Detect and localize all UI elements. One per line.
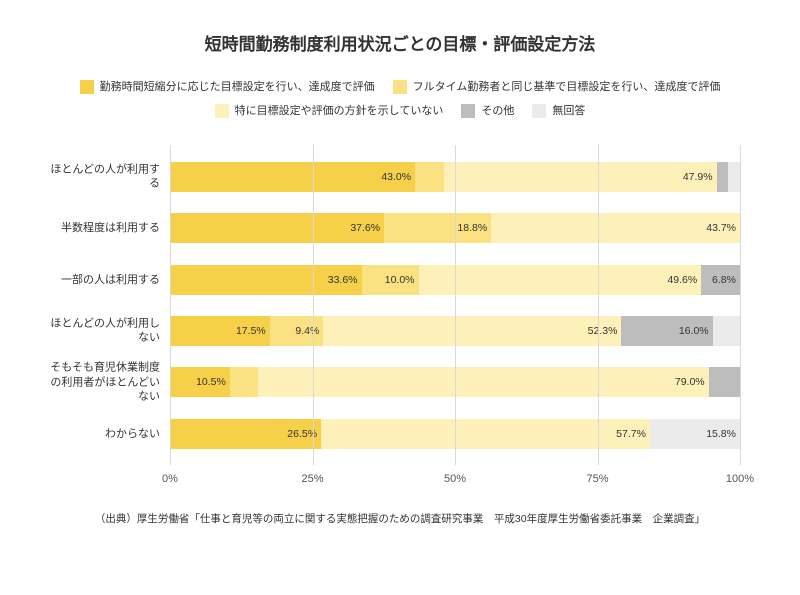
gridline [455, 145, 456, 465]
gridline [313, 145, 314, 465]
segment-label: 10.5% [196, 376, 226, 388]
bar-segment [415, 162, 444, 192]
segment-label: 47.9% [683, 171, 713, 183]
bar-segment [709, 367, 740, 397]
plot: ほとんどの人が利用する43.0%47.9%半数程度は利用する37.6%18.8%… [170, 145, 740, 465]
bar-segment: 43.7% [491, 213, 740, 243]
segment-label: 33.6% [328, 274, 358, 286]
legend-swatch [461, 104, 475, 118]
bar-segment [717, 162, 728, 192]
source-citation: （出典）厚生労働省「仕事と育児等の両立に関する実態把握のための調査研究事業 平成… [40, 511, 760, 526]
legend-label: その他 [481, 99, 514, 123]
segment-label: 43.0% [381, 171, 411, 183]
axis-tick: 75% [586, 473, 608, 485]
segment-label: 57.7% [616, 428, 646, 440]
segment-label: 9.4% [295, 325, 319, 337]
row-label: 半数程度は利用する [40, 221, 170, 235]
bar-segment: 18.8% [384, 213, 491, 243]
segment-label: 10.0% [385, 274, 415, 286]
segment-label: 17.5% [236, 325, 266, 337]
legend-item: 無回答 [532, 99, 585, 123]
segment-label: 16.0% [679, 325, 709, 337]
axis-tick: 25% [301, 473, 323, 485]
row-label: わからない [40, 427, 170, 441]
gridline [170, 145, 171, 465]
row-label: そもそも育児休業制度の利用者がほとんどいない [40, 361, 170, 404]
bar-segment [728, 162, 740, 192]
bar-segment: 15.8% [650, 419, 740, 449]
segment-label: 15.8% [706, 428, 736, 440]
row-label: ほとんどの人が利用しない [40, 317, 170, 346]
legend-label: フルタイム勤務者と同じ基準で目標設定を行い、達成度で評価 [413, 75, 721, 99]
legend-label: 勤務時間短縮分に応じた目標設定を行い、達成度で評価 [100, 75, 375, 99]
bar-segment: 16.0% [621, 316, 712, 346]
bar-segment: 10.0% [362, 265, 419, 295]
bar-segment: 57.7% [321, 419, 650, 449]
bar-segment: 26.5% [170, 419, 321, 449]
legend: 勤務時間短縮分に応じた目標設定を行い、達成度で評価 フルタイム勤務者と同じ基準で目… [40, 75, 760, 123]
bar-segment: 43.0% [170, 162, 415, 192]
legend-label: 無回答 [552, 99, 585, 123]
axis-tick: 50% [444, 473, 466, 485]
legend-swatch [80, 80, 94, 94]
gridline [598, 145, 599, 465]
segment-label: 49.6% [667, 274, 697, 286]
segment-label: 43.7% [706, 222, 736, 234]
bar-segment: 33.6% [170, 265, 362, 295]
chart-area: ほとんどの人が利用する 43.0% 47.9% 半数程度は利用する 37.6% 18.8%… [40, 145, 760, 493]
x-axis: 0%25%50%75%100% [170, 469, 740, 493]
legend-item: 勤務時間短縮分に応じた目標設定を行い、達成度で評価 [80, 75, 375, 99]
bar-segment [230, 367, 259, 397]
segment-label: 6.8% [712, 274, 736, 286]
bar-segment: 6.8% [701, 265, 740, 295]
legend-item: 特に目標設定や評価の方針を示していない [215, 99, 444, 123]
legend-item: フルタイム勤務者と同じ基準で目標設定を行い、達成度で評価 [393, 75, 721, 99]
legend-swatch [215, 104, 229, 118]
legend-swatch [393, 80, 407, 94]
bar-segment: 37.6% [170, 213, 384, 243]
row-label: 一部の人は利用する [40, 273, 170, 287]
segment-label: 52.3% [588, 325, 618, 337]
bar-segment: 47.9% [444, 162, 717, 192]
legend-item: その他 [461, 99, 514, 123]
bar-segment: 17.5% [170, 316, 270, 346]
bar-segment: 49.6% [419, 265, 702, 295]
bar-segment: 79.0% [258, 367, 708, 397]
segment-label: 37.6% [350, 222, 380, 234]
axis-tick: 0% [162, 473, 178, 485]
bar-segment [713, 316, 740, 346]
row-label: ほとんどの人が利用する [40, 163, 170, 192]
legend-label: 特に目標設定や評価の方針を示していない [235, 99, 444, 123]
bar-segment: 9.4% [270, 316, 324, 346]
bar-segment: 52.3% [323, 316, 621, 346]
chart-title: 短時間勤務制度利用状況ごとの目標・評価設定方法 [40, 30, 760, 55]
axis-tick: 100% [726, 473, 754, 485]
bar-segment: 10.5% [170, 367, 230, 397]
gridline [740, 145, 741, 465]
legend-swatch [532, 104, 546, 118]
segment-label: 79.0% [675, 376, 705, 388]
segment-label: 18.8% [457, 222, 487, 234]
